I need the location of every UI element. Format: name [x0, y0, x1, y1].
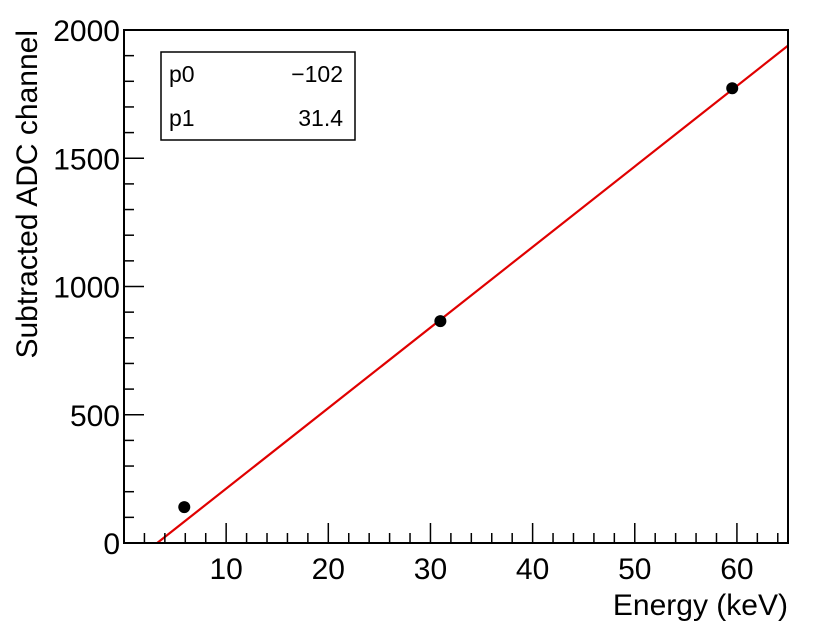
x-tick-label: 50	[618, 553, 651, 586]
points-layer	[178, 82, 739, 514]
fit-line	[156, 44, 789, 544]
x-tick-label: 60	[720, 553, 753, 586]
fit-stats-box: p0 −102 p1 31.4	[160, 51, 356, 141]
x-tick-label: 20	[312, 553, 345, 586]
data-point	[178, 501, 191, 514]
y-tick-label: 1000	[53, 272, 120, 305]
x-tick-label: 30	[414, 553, 447, 586]
y-tick-label: 1500	[53, 143, 120, 176]
data-point	[434, 315, 447, 328]
x-tick-label: 40	[516, 553, 549, 586]
fit-layer	[156, 44, 789, 544]
y-axis-ticks: 0 500 1000 1500 2000	[53, 15, 144, 561]
data-point	[726, 82, 739, 95]
x-tick-label: 10	[209, 553, 242, 586]
y-axis-title: Subtracted ADC channel	[11, 30, 44, 359]
stats-p0-value: −102	[291, 61, 343, 87]
stats-p0-label: p0	[169, 61, 195, 87]
x-axis-ticks: 10 20 30 40 50 60	[143, 523, 779, 586]
stats-p1-value: 31.4	[298, 105, 343, 131]
x-axis-title: Energy (keV)	[613, 589, 788, 622]
stats-p1-label: p1	[169, 105, 195, 131]
stats-box-frame	[160, 51, 356, 141]
y-tick-label: 500	[70, 400, 120, 433]
y-tick-label: 0	[103, 528, 120, 561]
y-tick-label: 2000	[53, 15, 120, 48]
